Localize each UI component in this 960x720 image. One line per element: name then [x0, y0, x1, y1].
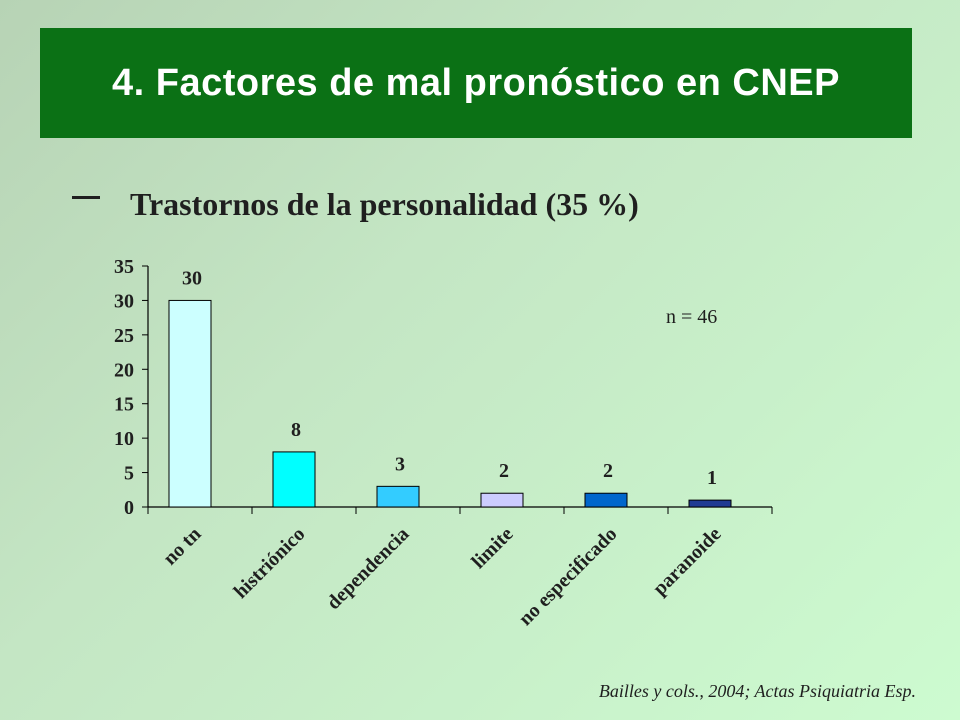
x-category-label: paranoide: [649, 523, 726, 600]
y-tick-label: 20: [114, 359, 134, 381]
y-tick-label: 0: [124, 497, 134, 519]
bullet-point: Trastornos de la personalidad (35 %): [72, 186, 639, 223]
x-category-label: no tn: [159, 523, 206, 570]
chart-labels: 30 no tn 8 histriónico 3 dependencia 2 limite 2 n…: [159, 267, 726, 630]
bar: [376, 485, 420, 508]
bar-value-label: 2: [603, 460, 613, 482]
x-category-label: limite: [467, 523, 517, 573]
y-tick-label: 30: [114, 290, 134, 312]
chart-bars: [168, 299, 732, 508]
y-tick-label: 25: [114, 325, 134, 347]
bar-value-label: 3: [395, 453, 405, 475]
bullet-text: Trastornos de la personalidad (35 %): [130, 186, 639, 222]
sample-size-label: n = 46: [666, 306, 718, 328]
y-tick-label: 10: [114, 428, 134, 450]
bar: [480, 492, 524, 508]
slide-title: 4. Factores de mal pronóstico en CNEP: [111, 61, 840, 104]
citation: Bailles y cols., 2004; Actas Psiquiatria…: [598, 681, 916, 701]
bar: [688, 499, 732, 508]
bar-value-label: 1: [707, 467, 717, 489]
bar: [168, 299, 212, 508]
title-banner: 4. Factores de mal pronóstico en CNEP: [40, 28, 912, 138]
bar-value-label: 30: [182, 267, 202, 289]
dash-bullet-icon: [72, 196, 100, 199]
x-category-label: no especificado: [514, 523, 621, 630]
bar-value-label: 8: [291, 419, 301, 441]
y-tick-label: 35: [114, 256, 134, 278]
x-category-label: dependencia: [323, 523, 414, 614]
x-category-label: histriónico: [230, 523, 310, 603]
bar: [272, 451, 316, 508]
chart-axes: 0 5 10 15 20 25 30 35: [114, 256, 773, 519]
bar: [584, 492, 628, 508]
bar-value-label: 2: [499, 460, 509, 482]
y-tick-label: 15: [114, 394, 134, 416]
y-tick-label: 5: [124, 463, 134, 485]
